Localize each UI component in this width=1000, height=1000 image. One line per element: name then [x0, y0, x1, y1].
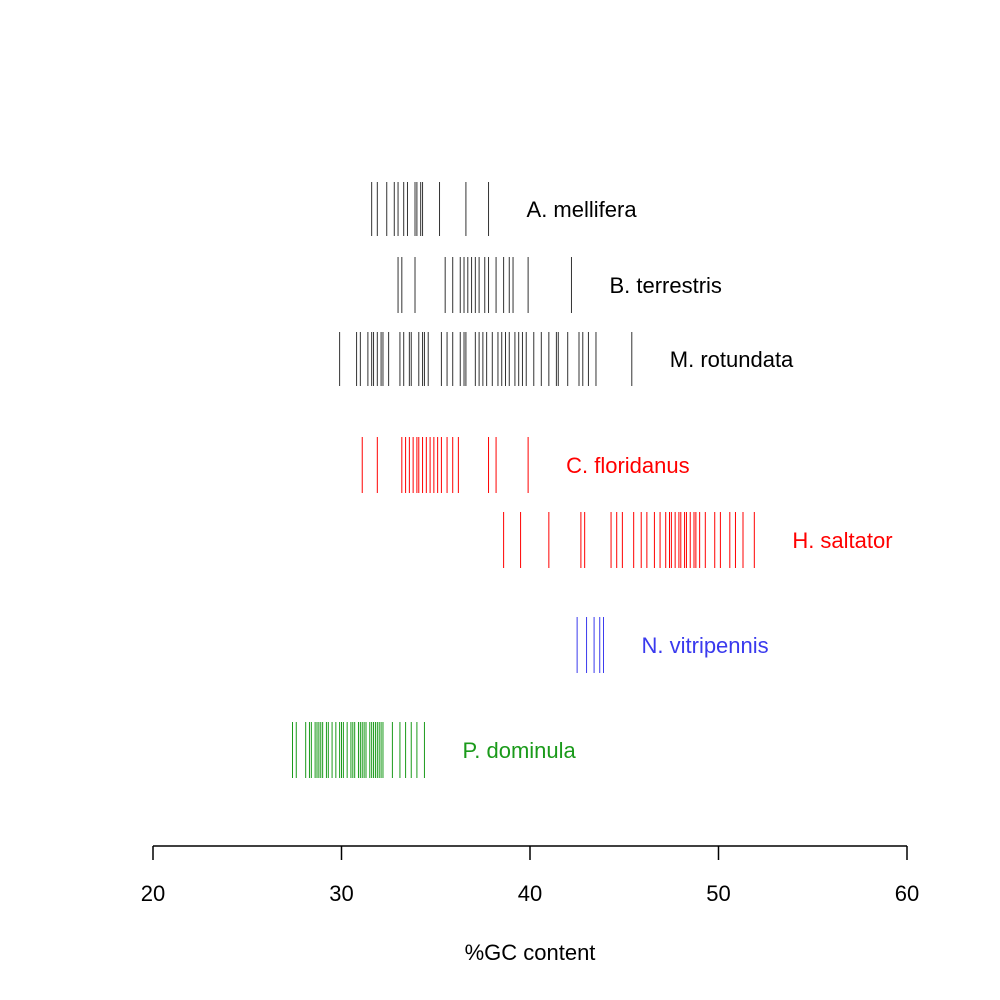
x-axis-ticks: 20 30 40 50 60: [141, 846, 919, 906]
strip-b-terrestris: B. terrestris: [397, 257, 722, 313]
x-tick-label: 30: [329, 881, 353, 906]
species-label: M. rotundata: [670, 347, 794, 372]
strip-c-floridanus: C. floridanus: [361, 437, 690, 493]
x-tick-label: 20: [141, 881, 165, 906]
x-tick-label: 50: [706, 881, 730, 906]
x-tick-label: 60: [895, 881, 919, 906]
strip-a-mellifera: A. mellifera: [371, 182, 638, 236]
strip-h-saltator: H. saltator: [503, 512, 893, 568]
species-label: A. mellifera: [527, 197, 638, 222]
strip-m-rotundata: M. rotundata: [339, 332, 794, 386]
species-label: P. dominula: [462, 738, 576, 763]
species-label: H. saltator: [792, 528, 892, 553]
species-label: C. floridanus: [566, 453, 690, 478]
species-label: B. terrestris: [609, 273, 721, 298]
x-axis: 20 30 40 50 60: [141, 845, 919, 906]
x-tick-label: 40: [518, 881, 542, 906]
strip-p-dominula: P. dominula: [291, 722, 577, 778]
species-label: N. vitripennis: [642, 633, 769, 658]
x-axis-title: %GC content: [465, 940, 596, 965]
strip-groups: A. mellifera B. terrestris M. rotundata C. …: [291, 182, 893, 778]
strip-n-vitripennis: N. vitripennis: [576, 617, 769, 673]
